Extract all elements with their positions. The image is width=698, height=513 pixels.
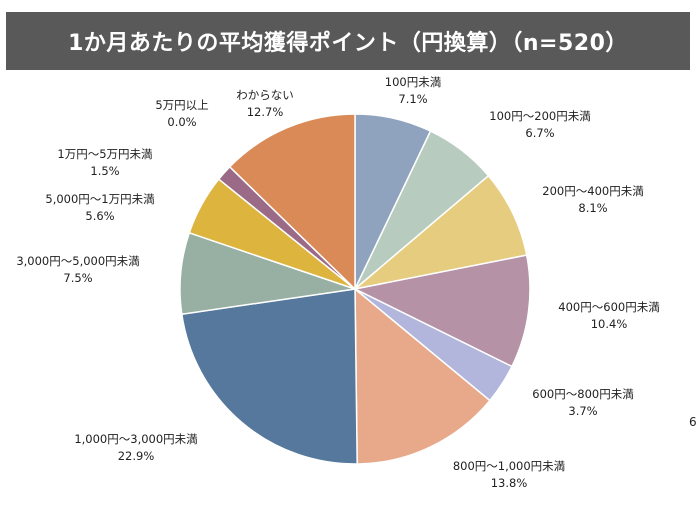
slice-category-label: 1万円～5万円未満 (57, 147, 152, 161)
slice-category-label: 100円未満 (385, 75, 441, 89)
pie-slice-7 (180, 288, 358, 465)
slice-value-label: 7.1% (398, 92, 427, 106)
pie-slice-4 (352, 254, 531, 368)
page-number: 6 (689, 415, 697, 429)
pie-slices (179, 113, 531, 465)
slice-value-label: 10.4% (591, 317, 628, 331)
slice-category-label: 5万円以上 (155, 98, 208, 112)
slice-category-label: 100円～200円未満 (489, 109, 590, 123)
slice-value-label: 13.8% (491, 476, 528, 490)
slice-value-label: 7.5% (63, 271, 92, 285)
slice-category-label: 600円～800円未満 (532, 387, 633, 401)
slice-value-label: 12.7% (247, 105, 284, 119)
slice-value-label: 5.6% (85, 209, 114, 223)
slice-value-label: 3.7% (568, 404, 597, 418)
slice-value-label: 6.7% (525, 126, 554, 140)
slice-value-label: 22.9% (118, 449, 155, 463)
slice-value-label: 0.0% (167, 115, 196, 129)
chart-title: 1か月あたりの平均獲得ポイント（円換算）（n=520） (68, 31, 628, 56)
pie-slice-3 (352, 174, 528, 291)
pie-labels: 100円未満 7.1% 100円～200円未満 6.7% 200円～400円未満 8.1%… (16, 75, 659, 490)
pie-slice-12 (228, 113, 356, 291)
slice-value-label: 8.1% (578, 201, 607, 215)
slice-category-label: 200円～400円未満 (542, 184, 643, 198)
slice-category-label: わからない (236, 88, 294, 102)
slice-category-label: 400円～600円未満 (558, 300, 659, 314)
pie-slice-6 (354, 287, 491, 465)
slice-category-label: 1,000円～3,000円未満 (74, 432, 197, 446)
slice-category-label: 5,000円～1万円未満 (45, 192, 154, 206)
slice-value-label: 1.5% (90, 164, 119, 178)
slice-category-label: 800円～1,000円未満 (453, 459, 565, 473)
title-bar: 1か月あたりの平均獲得ポイント（円換算）（n=520） (6, 12, 690, 70)
slice-category-label: 3,000円～5,000円未満 (16, 254, 139, 268)
